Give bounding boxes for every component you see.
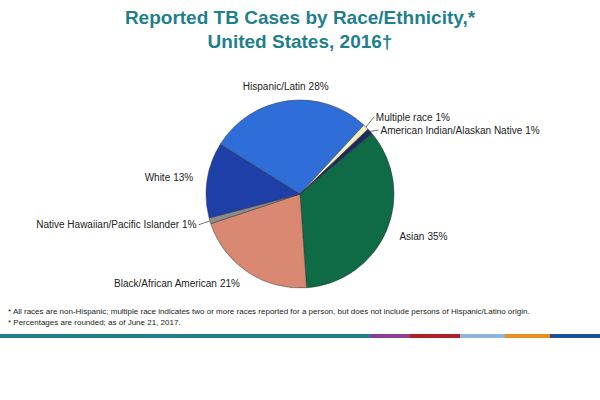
category-label: American Indian/Alaskan Native xyxy=(381,125,523,136)
footer-stripe xyxy=(370,334,410,338)
value-label: 1% xyxy=(182,219,197,230)
category-label: Multiple race xyxy=(376,112,433,123)
value-label: 35% xyxy=(427,231,447,242)
footer-bar xyxy=(0,334,600,338)
pie-slice xyxy=(220,100,364,194)
data-label: Hispanic/Latin28% xyxy=(243,81,329,92)
leader-line xyxy=(370,130,378,131)
data-label: Black/African American21% xyxy=(114,278,240,289)
footnote: * Percentages are rounded; as of June 21… xyxy=(8,318,181,327)
pie-slice xyxy=(300,125,368,194)
data-label: American Indian/Alaskan Native1% xyxy=(381,125,540,136)
value-label: 28% xyxy=(309,81,329,92)
footer-stripe xyxy=(460,334,505,338)
title: Reported TB Cases by Race/Ethnicity,* xyxy=(125,7,476,28)
chart-svg: Reported TB Cases by Race/Ethnicity,* Uni… xyxy=(0,0,600,400)
footnote: * All races are non-Hispanic; multiple r… xyxy=(8,307,530,316)
data-label: Multiple race1% xyxy=(376,112,450,123)
category-label: Asian xyxy=(399,231,424,242)
footer-stripe xyxy=(505,334,550,338)
value-label: 21% xyxy=(220,278,240,289)
footer-stripe xyxy=(550,334,600,338)
leader-line xyxy=(366,117,374,127)
pie-slice xyxy=(300,129,372,194)
leader-line xyxy=(199,221,210,225)
value-label: 13% xyxy=(173,172,193,183)
chart-container: Reported TB Cases by Race/Ethnicity,* Uni… xyxy=(0,0,600,400)
category-label: White xyxy=(145,172,171,183)
data-label: Native Hawaiian/Pacific Islander1% xyxy=(36,219,196,230)
footer-stripe xyxy=(410,334,460,338)
subtitle: United States, 2016† xyxy=(208,31,393,52)
footer-stripe xyxy=(0,334,370,338)
category-label: Native Hawaiian/Pacific Islander xyxy=(36,219,180,230)
data-label: White13% xyxy=(145,172,194,183)
data-label: Asian35% xyxy=(399,231,447,242)
pie xyxy=(206,100,394,288)
labels: Asian35% Black/African American21% Native … xyxy=(36,81,540,289)
category-label: Black/African American xyxy=(114,278,217,289)
category-label: Hispanic/Latin xyxy=(243,81,306,92)
value-label: 1% xyxy=(525,125,540,136)
value-label: 1% xyxy=(436,112,451,123)
